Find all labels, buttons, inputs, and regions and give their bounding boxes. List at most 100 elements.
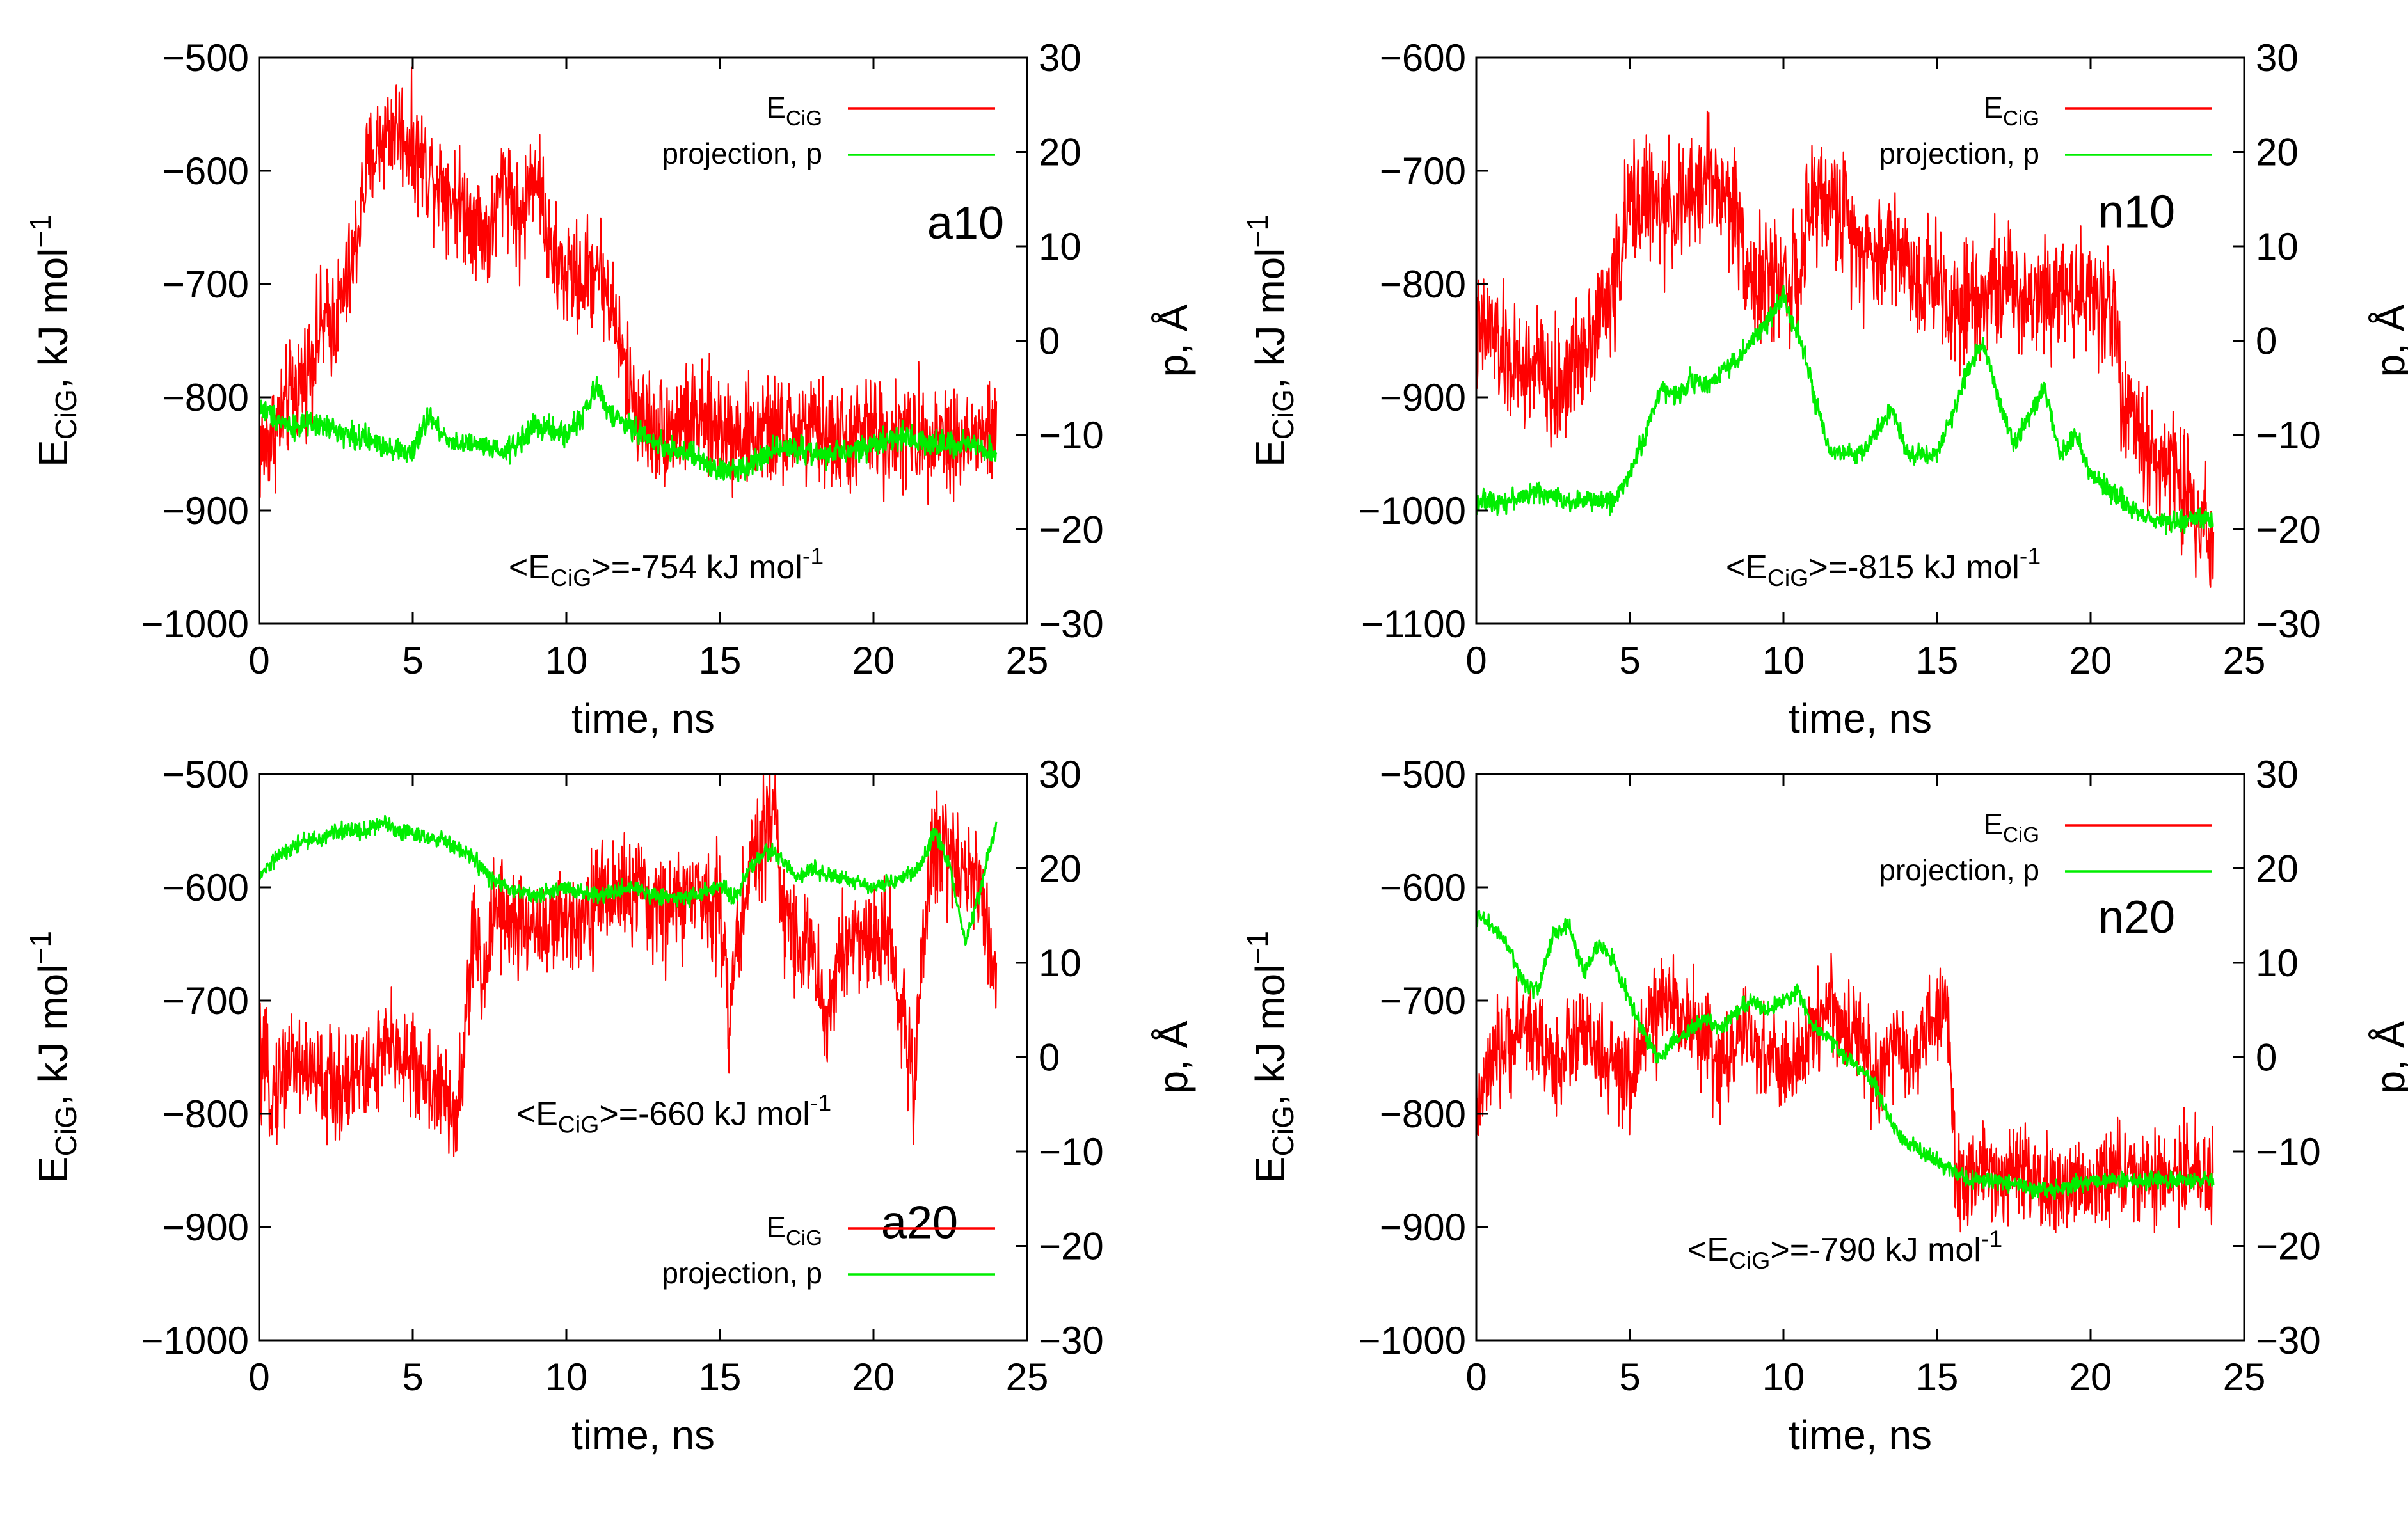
y-tick-label-left: −600 <box>1380 36 1466 79</box>
y-tick-label-left: −900 <box>163 1206 249 1249</box>
x-axis-title: time, ns <box>1789 1412 1932 1458</box>
x-tick-label: 25 <box>1006 1356 1049 1398</box>
average-energy-annotation: <ECiG>=-790 kJ mol-1 <box>1687 1225 2002 1274</box>
y-axis-title-right: p, Å <box>1150 304 1196 377</box>
series-line-projection <box>1476 910 2215 1200</box>
x-tick-label: 0 <box>248 639 269 682</box>
legend-label: ECiG <box>1983 91 2039 131</box>
y-tick-label-right: 20 <box>1039 848 1081 891</box>
x-axis-title: time, ns <box>1789 695 1932 741</box>
y-tick-label-right: −30 <box>2256 603 2321 646</box>
panel-label: a10 <box>927 198 1004 249</box>
x-tick-label: 15 <box>699 1356 742 1398</box>
y-tick-label-right: 20 <box>2256 131 2299 174</box>
y-tick-label-left: −800 <box>1380 1093 1466 1136</box>
y-tick-label-left: −700 <box>163 263 249 306</box>
y-tick-label-left: −900 <box>1380 1206 1466 1249</box>
y-tick-label-left: −800 <box>163 376 249 419</box>
y-tick-label-right: −20 <box>1039 509 1104 551</box>
y-tick-label-left: −600 <box>163 866 249 909</box>
y-tick-label-left: −700 <box>163 979 249 1022</box>
average-energy-annotation: <ECiG>=-660 kJ mol-1 <box>516 1089 831 1138</box>
y-tick-label-right: 30 <box>2256 36 2299 79</box>
legend: ECiG projection, p <box>662 91 995 170</box>
y-tick-label-right: −20 <box>2256 1225 2321 1268</box>
x-tick-label: 0 <box>1465 1356 1487 1398</box>
y-tick-label-right: −20 <box>1039 1225 1104 1268</box>
y-tick-label-left: −1000 <box>141 1319 249 1362</box>
y-axis-title-right: p, Å <box>2367 1020 2408 1093</box>
y-tick-label-right: −10 <box>1039 414 1104 457</box>
x-tick-label: 5 <box>402 639 423 682</box>
x-tick-label: 20 <box>2069 1356 2112 1398</box>
series-line-projection <box>259 814 998 946</box>
average-energy-annotation: <ECiG>=-815 kJ mol-1 <box>1726 543 2041 591</box>
y-tick-label-left: −600 <box>1380 866 1466 909</box>
legend-label: projection, p <box>1879 137 2039 170</box>
x-tick-label: 10 <box>1762 639 1805 682</box>
y-tick-label-left: −900 <box>163 489 249 532</box>
x-tick-label: 20 <box>2069 639 2112 682</box>
y-tick-label-right: 10 <box>1039 942 1081 985</box>
x-tick-label: 20 <box>852 1356 895 1398</box>
y-tick-label-right: −30 <box>1039 1319 1104 1362</box>
y-tick-label-left: −500 <box>163 36 249 79</box>
y-tick-label-right: 30 <box>1039 36 1081 79</box>
y-tick-label-right: −20 <box>2256 509 2321 551</box>
legend: ECiG projection, p <box>1879 91 2212 170</box>
x-tick-label: 5 <box>1619 639 1640 682</box>
x-axis-title: time, ns <box>571 1412 715 1458</box>
y-tick-label-right: 30 <box>1039 753 1081 796</box>
average-energy-annotation: <ECiG>=-754 kJ mol-1 <box>509 543 824 591</box>
series-line-energy <box>259 66 998 505</box>
y-tick-label-left: −1000 <box>1358 1319 1466 1362</box>
y-axis-title-left: ECiG, kJ mol−1 <box>1241 214 1300 467</box>
y-tick-label-right: −10 <box>1039 1130 1104 1173</box>
x-tick-label: 15 <box>699 639 742 682</box>
panel-label: n20 <box>2098 892 2175 943</box>
x-tick-label: 20 <box>852 639 895 682</box>
y-tick-label-left: −1000 <box>141 603 249 646</box>
y-tick-label-right: 10 <box>2256 225 2299 268</box>
chart-panel-a10: 0 5 10 15 20 25 −1000 −900 −800 −700 −600 −500 −30 −2… <box>24 36 1196 741</box>
y-tick-label-left: −800 <box>1380 263 1466 306</box>
series-line-projection <box>259 376 998 482</box>
x-tick-label: 5 <box>402 1356 423 1398</box>
x-tick-label: 5 <box>1619 1356 1640 1398</box>
y-axis-title-left: ECiG, kJ mol−1 <box>1241 931 1300 1184</box>
chart-panel-a20: 0 5 10 15 20 25 −1000 −900 −800 −700 −600 −500 −30 −2… <box>24 753 1196 1458</box>
panel-label: a20 <box>881 1198 958 1249</box>
y-tick-label-right: 30 <box>2256 753 2299 796</box>
x-tick-label: 0 <box>1465 639 1487 682</box>
panel-label: n10 <box>2098 187 2175 238</box>
legend-label: projection, p <box>1879 853 2039 887</box>
legend-label: ECiG <box>766 91 822 131</box>
series-line-projection <box>1476 285 2214 535</box>
y-axis-title-right: p, Å <box>1150 1020 1196 1093</box>
y-tick-label-right: 0 <box>2256 1036 2277 1079</box>
y-tick-label-right: 0 <box>1039 1036 1060 1079</box>
y-tick-label-right: −30 <box>1039 603 1104 646</box>
y-tick-label-right: 10 <box>1039 225 1081 268</box>
x-axis-title: time, ns <box>571 695 715 741</box>
y-tick-label-right: −10 <box>2256 414 2321 457</box>
y-axis-title-left: ECiG, kJ mol−1 <box>24 931 83 1184</box>
y-tick-label-right: 0 <box>2256 320 2277 363</box>
x-tick-label: 0 <box>248 1356 269 1398</box>
y-tick-label-left: −700 <box>1380 150 1466 193</box>
y-tick-label-right: −30 <box>2256 1319 2321 1362</box>
chart-panel-n20: 0 5 10 15 20 25 −1000 −900 −800 −700 −600 −500 −30 −2… <box>1241 753 2408 1458</box>
x-tick-label: 25 <box>2223 1356 2266 1398</box>
chart-panel-n10: 0 5 10 15 20 25 −1100 −1000 −900 −800 −700 −600 −30 −… <box>1241 36 2408 741</box>
legend-label: projection, p <box>662 137 822 170</box>
y-axis-title-left: ECiG, kJ mol−1 <box>24 214 83 467</box>
x-tick-label: 15 <box>1916 639 1959 682</box>
legend: ECiG projection, p <box>1879 807 2212 887</box>
x-tick-label: 25 <box>1006 639 1049 682</box>
y-axis-title-right: p, Å <box>2367 304 2408 377</box>
x-tick-label: 10 <box>1762 1356 1805 1398</box>
series-line-energy <box>259 774 998 1158</box>
y-tick-label-left: −500 <box>1380 753 1466 796</box>
x-tick-label: 15 <box>1916 1356 1959 1398</box>
